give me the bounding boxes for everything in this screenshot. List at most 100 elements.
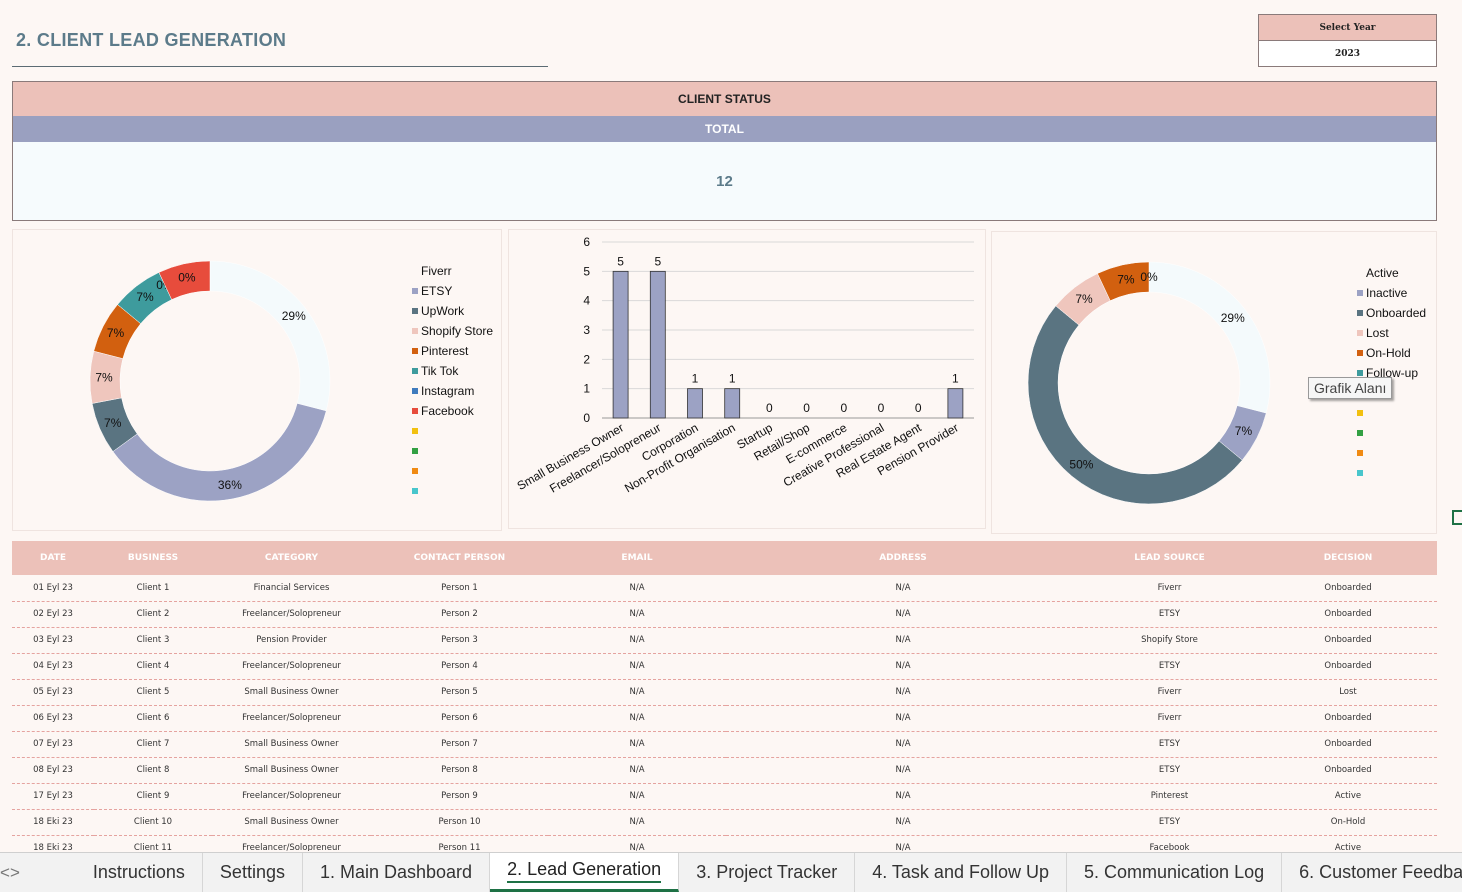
table-cell[interactable]: Onboarded [1259, 757, 1437, 784]
bar[interactable] [649, 270, 666, 419]
table-cell[interactable]: Freelancer/Solopreneur [212, 835, 371, 851]
table-cell[interactable]: Client 3 [94, 627, 212, 654]
column-header[interactable]: CONTACT PERSON [371, 541, 548, 575]
table-cell[interactable]: 04 Eyl 23 [12, 653, 94, 680]
table-cell[interactable]: Client 5 [94, 679, 212, 706]
table-cell[interactable]: On-Hold [1259, 809, 1437, 836]
sheet-tab-settings[interactable]: Settings [203, 853, 303, 892]
column-header[interactable]: LEAD SOURCE [1080, 541, 1259, 575]
bar[interactable] [687, 388, 703, 419]
table-cell[interactable]: Client 11 [94, 835, 212, 851]
column-header[interactable]: DATE [12, 541, 94, 575]
table-row[interactable]: 02 Eyl 23 Client 2 Freelancer/Solopreneur P… [12, 601, 1437, 628]
year-selector[interactable]: Select Year 2023 [1258, 14, 1437, 67]
column-header[interactable]: EMAIL [548, 541, 726, 575]
table-cell[interactable]: N/A [726, 705, 1080, 732]
table-cell[interactable]: 18 Eki 23 [12, 835, 94, 851]
table-cell[interactable]: N/A [548, 783, 726, 810]
table-cell[interactable]: Person 8 [371, 757, 548, 784]
table-cell[interactable]: 02 Eyl 23 [12, 601, 94, 628]
table-cell[interactable]: 06 Eyl 23 [12, 705, 94, 732]
table-cell[interactable]: Person 9 [371, 783, 548, 810]
table-cell[interactable]: N/A [726, 731, 1080, 758]
table-cell[interactable]: N/A [548, 705, 726, 732]
table-cell[interactable]: Person 7 [371, 731, 548, 758]
column-header[interactable]: CATEGORY [212, 541, 371, 575]
table-cell[interactable]: Small Business Owner [212, 757, 371, 784]
table-cell[interactable]: Person 2 [371, 601, 548, 628]
donut-slice-onboarded[interactable] [1027, 305, 1243, 505]
table-row[interactable]: 03 Eyl 23 Client 3 Pension Provider Person … [12, 627, 1437, 654]
table-cell[interactable]: N/A [726, 809, 1080, 836]
table-cell[interactable]: N/A [548, 601, 726, 628]
table-cell[interactable]: Person 11 [371, 835, 548, 851]
donut-slice-active[interactable] [1148, 261, 1271, 414]
sheet-tab-3-project-tracker[interactable]: 3. Project Tracker [679, 853, 856, 892]
table-cell[interactable]: ETSY [1080, 653, 1259, 680]
table-cell[interactable]: 17 Eyl 23 [12, 783, 94, 810]
table-cell[interactable]: Person 1 [371, 575, 548, 602]
table-cell[interactable]: Freelancer/Solopreneur [212, 783, 371, 810]
table-cell[interactable]: Facebook [1080, 835, 1259, 851]
table-cell[interactable]: N/A [548, 653, 726, 680]
bar[interactable] [612, 270, 629, 419]
table-cell[interactable]: N/A [726, 575, 1080, 602]
table-cell[interactable]: Onboarded [1259, 653, 1437, 680]
table-cell[interactable]: Freelancer/Solopreneur [212, 601, 371, 628]
table-cell[interactable]: N/A [548, 731, 726, 758]
table-cell[interactable]: N/A [726, 627, 1080, 654]
table-cell[interactable]: 18 Eki 23 [12, 809, 94, 836]
table-cell[interactable]: N/A [726, 757, 1080, 784]
year-selector-value[interactable]: 2023 [1259, 41, 1436, 66]
tab-scroll-prev-icon[interactable]: < [0, 862, 10, 882]
table-cell[interactable]: Fiverr [1080, 705, 1259, 732]
table-cell[interactable]: Person 10 [371, 809, 548, 836]
table-cell[interactable]: Small Business Owner [212, 809, 371, 836]
table-cell[interactable]: Pinterest [1080, 783, 1259, 810]
lead-source-chart[interactable]: 29%36%7%7%7%7%0%0%FiverrETSYUpWorkShopif… [12, 229, 502, 531]
table-cell[interactable]: 03 Eyl 23 [12, 627, 94, 654]
table-cell[interactable]: ETSY [1080, 731, 1259, 758]
table-row[interactable]: 08 Eyl 23 Client 8 Small Business Owner Per… [12, 757, 1437, 784]
table-cell[interactable]: Client 7 [94, 731, 212, 758]
table-row[interactable]: 07 Eyl 23 Client 7 Small Business Owner Per… [12, 731, 1437, 758]
table-cell[interactable]: Client 4 [94, 653, 212, 680]
table-cell[interactable]: Active [1259, 783, 1437, 810]
donut-slice-on-hold[interactable] [1097, 261, 1150, 301]
table-cell[interactable]: Client 9 [94, 783, 212, 810]
column-header[interactable]: ADDRESS [726, 541, 1080, 575]
table-cell[interactable]: N/A [548, 809, 726, 836]
cell-selection-handle[interactable] [1452, 510, 1462, 525]
table-cell[interactable]: Client 6 [94, 705, 212, 732]
donut-slice-etsy[interactable] [112, 403, 327, 502]
table-cell[interactable]: N/A [548, 575, 726, 602]
table-cell[interactable]: N/A [548, 835, 726, 851]
donut-slice-fiverr[interactable] [209, 260, 331, 412]
table-cell[interactable]: N/A [548, 627, 726, 654]
table-cell[interactable]: N/A [726, 601, 1080, 628]
table-cell[interactable]: Onboarded [1259, 575, 1437, 602]
table-cell[interactable]: ETSY [1080, 601, 1259, 628]
table-row[interactable]: 17 Eyl 23 Client 9 Freelancer/Solopreneur P… [12, 783, 1437, 810]
table-cell[interactable]: Onboarded [1259, 705, 1437, 732]
donut-slice-facebook[interactable] [158, 260, 211, 300]
table-cell[interactable]: 01 Eyl 23 [12, 575, 94, 602]
table-cell[interactable]: N/A [726, 783, 1080, 810]
table-cell[interactable]: Financial Services [212, 575, 371, 602]
table-cell[interactable]: Onboarded [1259, 731, 1437, 758]
table-cell[interactable]: Client 8 [94, 757, 212, 784]
table-cell[interactable]: Onboarded [1259, 601, 1437, 628]
table-cell[interactable]: Person 4 [371, 653, 548, 680]
table-cell[interactable]: Client 2 [94, 601, 212, 628]
table-cell[interactable]: 07 Eyl 23 [12, 731, 94, 758]
table-row[interactable]: 01 Eyl 23 Client 1 Financial Services Perso… [12, 575, 1437, 602]
table-cell[interactable]: Small Business Owner [212, 679, 371, 706]
table-cell[interactable]: Person 5 [371, 679, 548, 706]
bar[interactable] [947, 388, 964, 419]
table-row[interactable]: 18 Eki 23 Client 11 Freelancer/Solopreneur… [12, 835, 1437, 851]
sheet-tab-5-communication-log[interactable]: 5. Communication Log [1067, 853, 1283, 892]
table-cell[interactable]: Small Business Owner [212, 731, 371, 758]
bar[interactable] [724, 388, 741, 419]
category-bar-chart[interactable]: 0 1 2 3 4 5 6 5 Small Business Owner 5 Freelancer/… [508, 229, 986, 529]
table-cell[interactable]: Shopify Store [1080, 627, 1259, 654]
